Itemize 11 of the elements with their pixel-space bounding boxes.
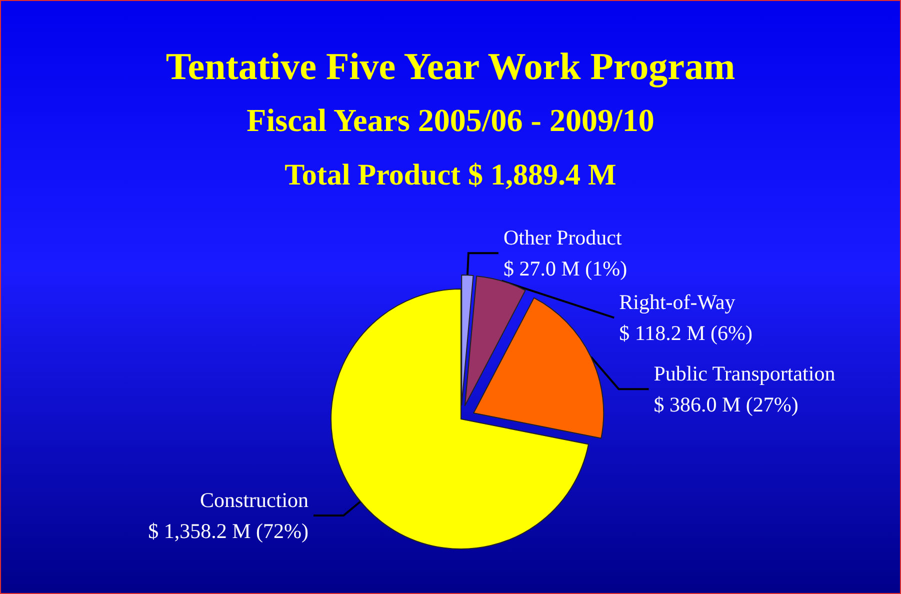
slice-label: Other Product: [503, 226, 622, 250]
slice-label: Right-of-Way: [619, 290, 736, 314]
data-label: $ 1,358.2 M (72%): [148, 518, 309, 543]
data-label: $ 27.0 M (1%): [503, 256, 628, 281]
slice-label: Construction: [200, 488, 310, 512]
chart-title: Tentative Five Year Work Program: [166, 46, 736, 88]
text: Total Product $ 1,889.4 M: [284, 158, 616, 192]
data-label: $ 386.0 M (27%): [654, 392, 798, 417]
data-label: $ 118.2 M (6%): [619, 321, 753, 346]
chart-subtitle: Fiscal Years 2005/06 - 2009/10: [246, 102, 654, 138]
slice-label: Public Transportation: [654, 362, 836, 386]
